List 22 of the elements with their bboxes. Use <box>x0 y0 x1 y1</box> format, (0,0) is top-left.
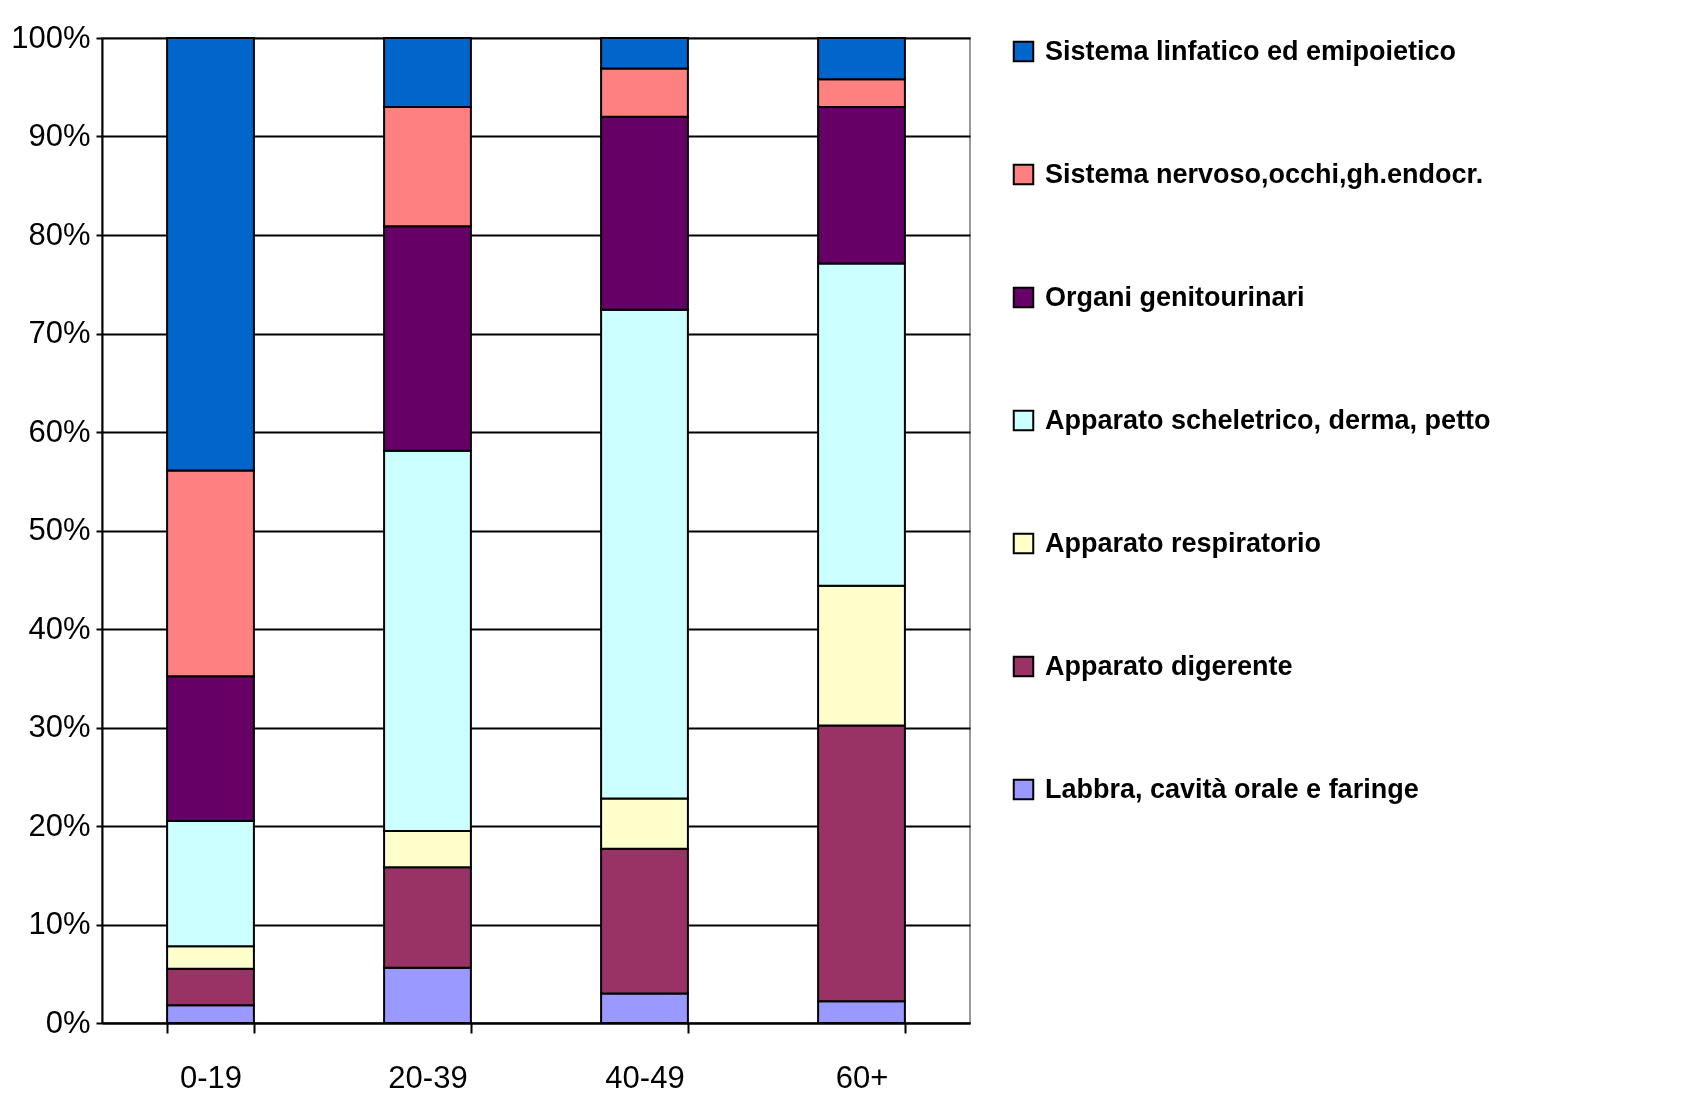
legend-label: Sistema linfatico ed emipoietico <box>1045 35 1457 66</box>
x-tick-label: 60+ <box>835 1059 889 1095</box>
legend-label: Labbra, cavità orale e faringe <box>1045 773 1419 804</box>
legend-label: Apparato respiratorio <box>1045 527 1322 558</box>
y-tick-label: 40% <box>28 610 91 646</box>
y-tick-label: 90% <box>28 118 91 153</box>
y-tick-label: 100% <box>11 19 91 55</box>
legend-label: Apparato digerente <box>1045 650 1293 681</box>
x-tick-label: 40-49 <box>605 1059 685 1095</box>
y-tick-label: 70% <box>28 315 91 350</box>
y-tick-label: 80% <box>28 216 91 252</box>
y-tick-label: 30% <box>28 709 91 744</box>
x-tick-label: 20-39 <box>388 1059 468 1095</box>
y-tick-label: 60% <box>28 413 91 449</box>
x-tick-label: 0-19 <box>179 1059 243 1095</box>
legend-label: Organi genitourinari <box>1045 281 1305 312</box>
legend-label: Sistema nervoso,occhi,gh.endocr. <box>1045 158 1484 189</box>
y-tick-label: 20% <box>28 807 91 843</box>
y-tick-label: 0% <box>45 1004 91 1040</box>
y-tick-label: 10% <box>28 906 91 941</box>
y-tick-label: 50% <box>28 512 91 547</box>
legend-label: Apparato scheletrico, derma, petto <box>1045 404 1491 435</box>
